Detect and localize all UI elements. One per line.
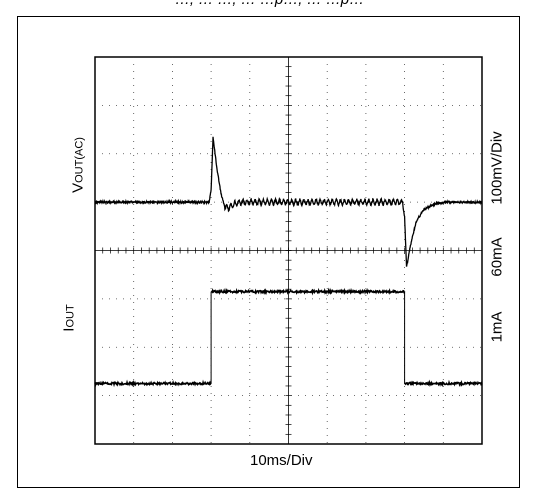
iout-label: IOUT	[61, 304, 78, 331]
vout-label: VOUT(AC)	[70, 137, 87, 193]
iout-low-scale-label: 1mA	[489, 312, 506, 343]
vout-scale-label: 100mV/Div	[489, 131, 506, 204]
iout-high-scale-label: 60mA	[489, 237, 506, 276]
x-scale-label: 10ms/Div	[250, 452, 313, 469]
iout-low-level-trace	[405, 382, 482, 384]
